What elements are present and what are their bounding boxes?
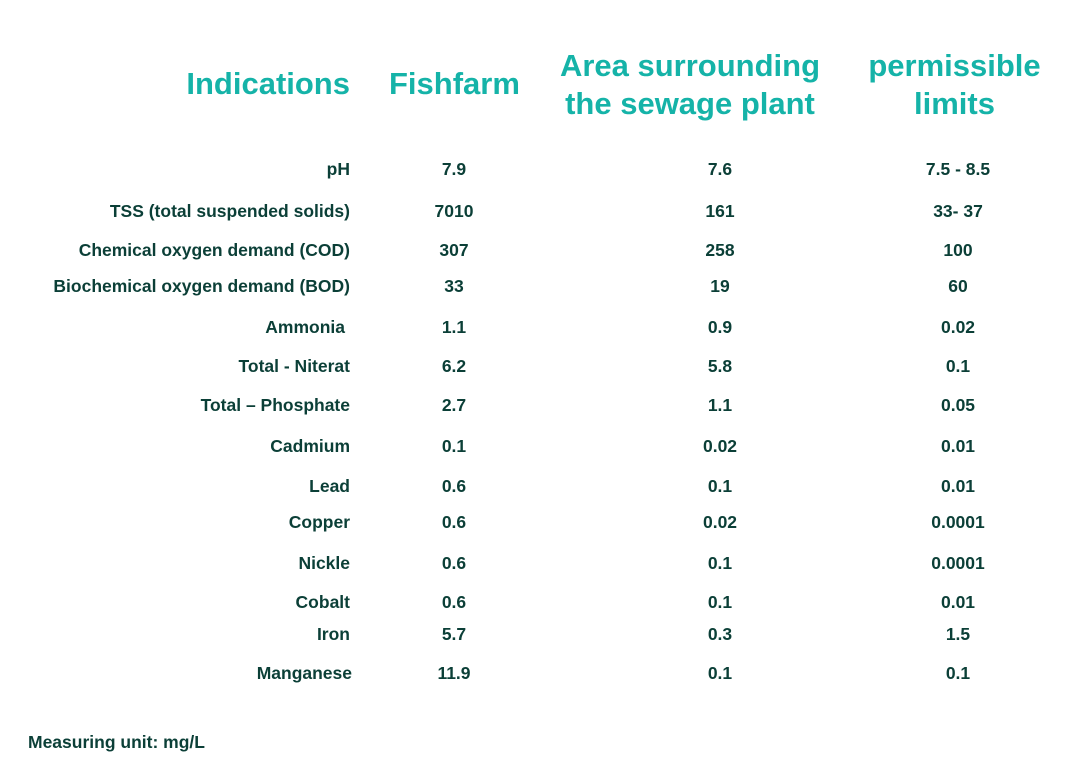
limit-value: 60 — [948, 276, 968, 296]
table-row: Copper 0.6 0.02 0.0001 — [0, 512, 1080, 534]
fishfarm-value: 307 — [439, 240, 469, 260]
measuring-unit-note: Measuring unit: mg/L — [28, 732, 205, 752]
fishfarm-value: 7010 — [434, 201, 474, 221]
fishfarm-value: 0.6 — [441, 512, 467, 532]
area-value: 7.6 — [707, 159, 733, 179]
row-label: Total - Niterat — [238, 356, 351, 376]
area-value: 0.1 — [707, 592, 733, 612]
limit-value: 0.05 — [940, 395, 976, 415]
table-row: Nickle 0.6 0.1 0.0001 — [0, 553, 1080, 575]
limit-value: 0.1 — [945, 356, 971, 376]
limit-value: 33- 37 — [933, 201, 983, 221]
header-permissible-limits: permissible limits — [862, 47, 1047, 123]
fishfarm-value: 11.9 — [437, 663, 471, 683]
table-row: Cadmium 0.1 0.02 0.01 — [0, 436, 1080, 458]
table-row: Chemical oxygen demand (COD) 307 258 100 — [0, 240, 1080, 262]
header-area-line-1: Area surrounding — [559, 48, 821, 83]
fishfarm-value: 5.7 — [441, 624, 467, 644]
row-label: pH — [326, 159, 350, 179]
area-value: 161 — [705, 201, 735, 221]
header-limits-line-2: limits — [914, 86, 995, 121]
area-value: 258 — [705, 240, 735, 260]
fishfarm-value: 0.6 — [441, 553, 467, 573]
limit-value: 0.1 — [945, 663, 971, 683]
row-label: Cobalt — [295, 592, 350, 612]
fishfarm-value: 2.7 — [441, 395, 467, 415]
row-label: Ammonia — [265, 317, 345, 337]
limit-value: 100 — [943, 240, 973, 260]
limit-value: 7.5 - 8.5 — [925, 159, 991, 179]
row-label: Cadmium — [270, 436, 350, 456]
table-row: TSS (total suspended solids) 7010 161 33… — [0, 201, 1080, 223]
area-value: 0.1 — [707, 553, 733, 573]
table-row: Total - Niterat 6.2 5.8 0.1 — [0, 356, 1080, 378]
row-label: Copper — [288, 512, 350, 532]
limit-value: 0.01 — [940, 476, 976, 496]
table-row: Iron 5.7 0.3 1.5 — [0, 624, 1080, 646]
area-value: 5.8 — [707, 356, 733, 376]
fishfarm-value: 0.1 — [441, 436, 467, 456]
table-row: Total – Phosphate 2.7 1.1 0.05 — [0, 395, 1080, 417]
fishfarm-value: 6.2 — [441, 356, 467, 376]
row-label: Chemical oxygen demand (COD) — [78, 240, 350, 260]
area-value: 0.3 — [707, 624, 733, 644]
row-label: Lead — [309, 476, 350, 496]
area-value: 1.1 — [707, 395, 733, 415]
table-row: Lead 0.6 0.1 0.01 — [0, 476, 1080, 498]
fishfarm-value: 0.6 — [441, 476, 467, 496]
limit-value: 0.01 — [940, 592, 976, 612]
area-value: 0.1 — [707, 476, 733, 496]
row-label: Total – Phosphate — [200, 395, 350, 415]
area-value: 0.1 — [707, 663, 733, 683]
area-value: 0.02 — [702, 436, 738, 456]
table-row: pH 7.9 7.6 7.5 - 8.5 — [0, 159, 1080, 181]
limit-value: 0.0001 — [931, 553, 985, 573]
row-label: Iron — [316, 624, 350, 644]
limit-value: 0.0001 — [931, 512, 985, 532]
row-label: Biochemical oxygen demand (BOD) — [53, 276, 350, 296]
fishfarm-value: 1.1 — [441, 317, 467, 337]
row-label: Manganese — [256, 663, 352, 683]
header-indications: Indications — [186, 66, 350, 101]
area-value: 0.02 — [702, 512, 738, 532]
table-row: Cobalt 0.6 0.1 0.01 — [0, 592, 1080, 614]
header-area-line-2: the sewage plant — [565, 86, 815, 121]
fishfarm-value: 7.9 — [441, 159, 467, 179]
fishfarm-value: 0.6 — [441, 592, 467, 612]
header-limits-line-1: permissible — [868, 48, 1041, 83]
fishfarm-value: 33 — [444, 276, 464, 296]
row-label: TSS (total suspended solids) — [109, 201, 350, 221]
header-area: Area surrounding the sewage plant — [550, 47, 830, 123]
header-fishfarm: Fishfarm — [389, 66, 520, 101]
limit-value: 0.02 — [940, 317, 976, 337]
limit-value: 1.5 — [945, 624, 971, 644]
row-label: Nickle — [298, 553, 350, 573]
area-value: 0.9 — [707, 317, 733, 337]
table-row: Ammonia 1.1 0.9 0.02 — [0, 317, 1080, 339]
limit-value: 0.01 — [940, 436, 976, 456]
table-row: Biochemical oxygen demand (BOD) 33 19 60 — [0, 276, 1080, 298]
area-value: 19 — [710, 276, 730, 296]
table-row: Manganese 11.9 0.1 0.1 — [0, 663, 1080, 685]
